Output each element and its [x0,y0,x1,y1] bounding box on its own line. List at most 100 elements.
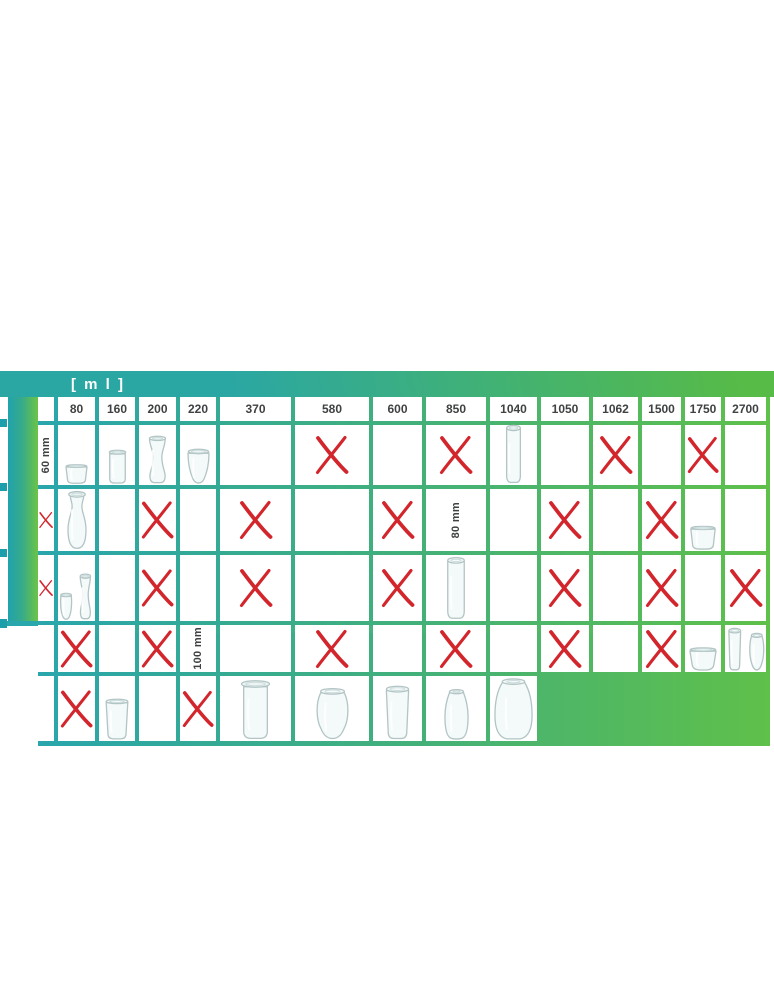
cell-100mm-1062ml [295,676,369,741]
 [725,425,766,485]
 [295,489,369,551]
round-tulip-jar-icon [311,684,354,740]
bottom-stub [291,626,295,633]
cell-60mm-850ml [593,425,638,485]
 [593,489,638,551]
column-header-80ml: 80 [58,397,95,421]
column-header-200ml: 200 [139,397,176,421]
tumbler-jar-icon [725,625,745,671]
x-mark-icon [141,501,174,539]
 [220,625,291,672]
cell-80mm-1500ml [725,555,766,621]
 [295,555,369,621]
cell-80mm-80ml [541,489,589,551]
tumbler-jar-icon [379,682,416,740]
x-mark-icon [548,629,582,668]
cell-60mm-160ml [99,425,135,485]
cell-100mm-1050ml [220,676,291,741]
x-mark-icon [315,629,349,668]
size-chart-panel: [ m l ] 80 160 200 220 370 580 600 850 1040 1050 1… [0,371,774,746]
bottom-stub [486,626,490,633]
cell-80mm-850ml [373,555,422,621]
column-header-1050ml: 1050 [541,397,589,421]
cell-100mm-1500ml [373,676,422,741]
x-mark-icon [239,568,272,608]
x-mark-icon [39,511,53,529]
tall-cyl-lid-jar-icon [234,678,277,740]
tall-cyl-jar-icon [441,554,471,620]
cell-80mm-1040ml [426,555,486,621]
column-header-1500ml: 1500 [642,397,681,421]
bottle-tulip-jar-icon [440,687,473,740]
 [38,625,54,672]
bottom-stub [638,626,642,633]
cell-100mm-200ml [541,625,589,672]
bottom-stub [95,626,99,633]
column-header-850ml: 850 [426,397,486,421]
corner-spacer [38,397,54,421]
x-mark-icon [687,436,719,474]
bottom-line-left [0,621,38,626]
left-tick [0,419,7,427]
bottom-stub [721,626,725,633]
cell-80mm-200ml [685,489,721,551]
 [180,489,216,551]
x-mark-icon [439,629,473,668]
bottom-stub [766,626,770,633]
unit-label: [ m l ] [71,375,125,393]
column-header-2700ml: 2700 [725,397,766,421]
x-mark-icon [729,568,762,608]
row-label-60-mm: 60 mm [38,425,54,485]
bottom-stub [176,626,180,633]
x-mark-icon [381,568,414,608]
column-header-1062ml: 1062 [593,397,638,421]
cell-60mm-220ml [180,425,216,485]
cell-60mm-600ml [490,425,537,485]
cell-60mm-1040ml [685,425,721,485]
row-label-text: 60 mm [40,436,52,474]
 [490,625,537,672]
 [220,425,291,485]
x-mark-icon [645,629,678,668]
cell-100mm-220ml [642,625,681,672]
bowl-jar-icon [685,642,721,671]
column-header-580ml: 580 [295,397,369,421]
cell-80mm-2700ml [139,625,176,672]
cell-60mm-1750ml [220,489,291,551]
row-label-text: 80 mm [450,501,462,539]
x-mark-icon [548,500,582,540]
bottom-stub [589,626,593,633]
flat-jar-icon [61,462,92,484]
x-mark-icon [645,568,678,608]
cell-80mm-370ml [58,555,95,621]
 [490,489,537,551]
bottom-stub [422,626,426,633]
cell-100mm-2700ml [490,676,537,741]
x-mark-icon [599,435,632,475]
cell-60mm-200ml [139,425,176,485]
cell-100mm-80ml [295,625,369,672]
column-header-1040ml: 1040 [490,397,537,421]
cell-80mm-1050ml [541,555,589,621]
 [373,625,422,672]
bottom-stub [537,626,541,633]
cell-60mm-370ml [295,425,369,485]
bottom-stub [54,626,58,633]
cell-60mm-1050ml [38,489,54,551]
chart-body: 80 160 200 220 370 580 600 850 1040 1050 1062 1500 1… [0,397,774,746]
cell-80mm-580ml [139,555,176,621]
 [139,676,176,741]
left-tick [0,549,7,557]
cell-60mm-580ml [426,425,486,485]
x-mark-icon [141,569,174,607]
 [38,676,54,741]
 [642,425,681,485]
x-mark-icon [548,568,582,608]
cell-60mm-80ml [58,425,95,485]
x-mark-icon [182,690,214,727]
cell-100mm-370ml [685,625,721,672]
left-tick [0,483,7,491]
cell-60mm-2700ml [373,489,422,551]
cell-100mm-1040ml [180,676,216,741]
cell-100mm-580ml [725,625,766,672]
